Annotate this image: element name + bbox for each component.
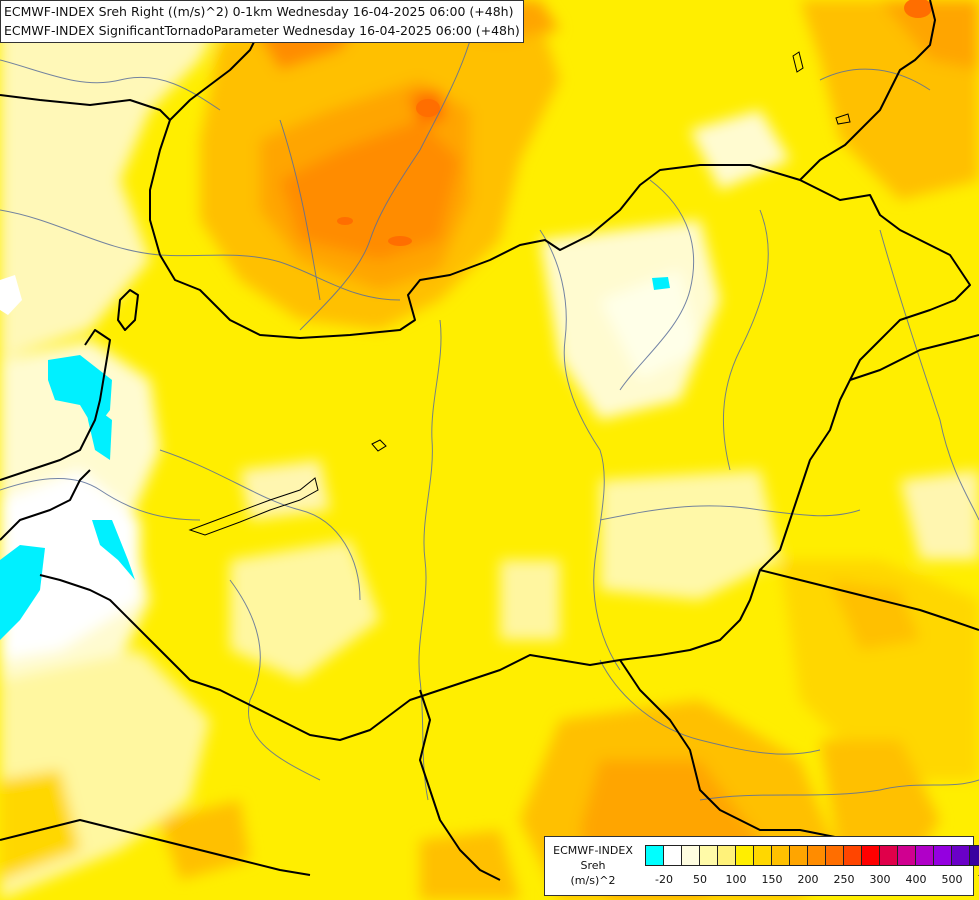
legend-title-line-1: ECMWF-INDEX — [553, 844, 633, 857]
legend-tick-label: 700 — [978, 873, 979, 886]
field-spot — [337, 217, 353, 225]
legend-swatch — [933, 845, 952, 866]
legend-tick-label: -20 — [655, 873, 673, 886]
legend-tick-label: 50 — [693, 873, 707, 886]
legend-swatch — [969, 845, 979, 866]
lake-small — [371, 439, 387, 452]
legend-swatch — [915, 845, 934, 866]
lake-small — [835, 113, 851, 125]
legend-swatch — [861, 845, 880, 866]
negative-area — [92, 520, 135, 580]
legend-swatch — [789, 845, 808, 866]
legend-swatch — [645, 845, 664, 866]
negative-area — [85, 400, 112, 460]
rivers — [0, 0, 979, 801]
legend-swatch — [717, 845, 736, 866]
legend-swatch — [807, 845, 826, 866]
field-spot — [388, 236, 412, 246]
legend-swatch — [843, 845, 862, 866]
field-spot — [416, 99, 440, 117]
legend-swatch — [951, 845, 970, 866]
map-title-box: ECMWF-INDEX Sreh Right ((m/s)^2) 0-1km W… — [0, 0, 524, 43]
lake-small — [792, 51, 804, 73]
legend-tick-labels: -20 50 100 150 200 250 300 400 500 700 — [645, 873, 979, 889]
legend-swatch — [699, 845, 718, 866]
legend-tick-label: 300 — [869, 873, 891, 886]
legend-swatch — [681, 845, 700, 866]
lake-balaton — [188, 477, 319, 536]
legend-title: ECMWF-INDEX Sreh (m/s)^2 — [547, 843, 639, 888]
title-line-1: ECMWF-INDEX Sreh Right ((m/s)^2) 0-1km W… — [4, 4, 514, 19]
legend-swatch — [825, 845, 844, 866]
legend-swatch — [753, 845, 772, 866]
legend-title-line-2: Sreh — [580, 859, 606, 872]
negative-area — [652, 277, 670, 290]
legend-tick-label: 500 — [941, 873, 963, 886]
legend-swatch — [663, 845, 682, 866]
legend-swatch — [897, 845, 916, 866]
legend-tick-label: 100 — [725, 873, 747, 886]
legend-tick-label: 250 — [833, 873, 855, 886]
white-area — [0, 275, 22, 315]
negative-area — [0, 545, 45, 640]
legend-title-line-3: (m/s)^2 — [570, 874, 616, 887]
legend-swatch — [735, 845, 754, 866]
legend-color-bar — [645, 845, 979, 866]
country-borders — [0, 0, 979, 881]
legend-swatch — [879, 845, 898, 866]
title-line-2: ECMWF-INDEX SignificantTornadoParameter … — [4, 23, 520, 38]
field-spot — [904, 0, 932, 18]
color-legend: ECMWF-INDEX Sreh (m/s)^2 -20 50 100 150 200 2… — [544, 836, 979, 896]
legend-tick-label: 400 — [905, 873, 927, 886]
legend-tick-label: 200 — [797, 873, 819, 886]
legend-tick-label: 150 — [761, 873, 783, 886]
legend-swatch — [771, 845, 790, 866]
